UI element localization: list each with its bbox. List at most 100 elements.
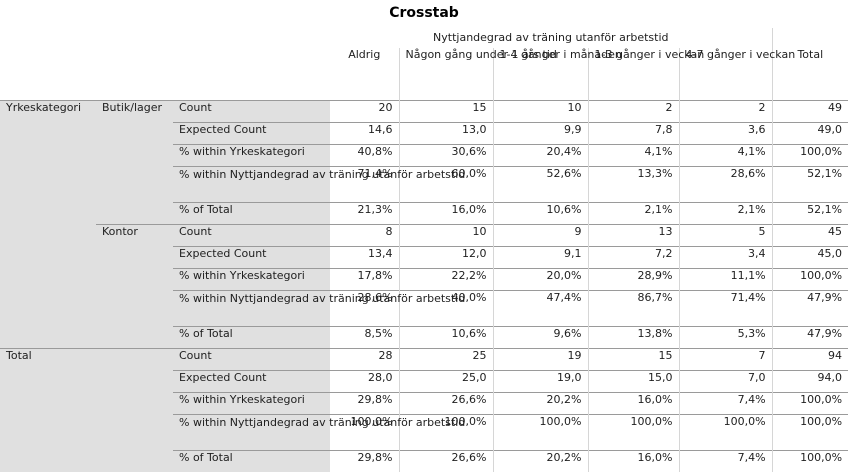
statistic-label: % of Total <box>173 449 330 472</box>
table-cell: 100,0% <box>771 143 848 166</box>
table-cell: 10 <box>492 99 588 122</box>
table-cell: 49,0 <box>771 121 848 144</box>
table-cell: 40,0% <box>398 289 493 326</box>
table-cell: 22,2% <box>398 267 493 290</box>
statistic-label: % within Nyttjandegrad av träning utanfö… <box>173 289 465 326</box>
table-cell: 28,6% <box>678 165 773 202</box>
table-cell: 29,8% <box>330 449 399 472</box>
table-row: Total Count 28 25 19 15 7 94 <box>0 347 848 472</box>
table-cell: 100,0% <box>330 413 399 450</box>
table-row: % within Yrkeskategori 17,8% 22,2% 20,0% 28,… <box>0 267 848 290</box>
table-cell: 8 <box>330 223 399 246</box>
table-cell: 4,1% <box>587 143 679 166</box>
statistic-label: % of Total <box>173 325 330 348</box>
table-row: Expected Count 14,6 13,0 9,9 7,8 3,6 49,0 <box>0 121 848 144</box>
table-cell: 12,0 <box>398 245 493 268</box>
table-cell: 9,1 <box>492 245 588 268</box>
table-cell: 28 <box>330 347 399 370</box>
table-cell: 100,0% <box>678 413 773 450</box>
statistic-label: % of Total <box>173 201 330 224</box>
table-cell: 21,3% <box>330 201 399 224</box>
table-cell: 5,3% <box>678 325 773 348</box>
table-cell: 100,0% <box>771 449 848 472</box>
row-variable-label: Yrkeskategori <box>0 99 96 348</box>
column-header-row: Aldrig Någon gång under 1 års tid 1-4 gå… <box>0 48 848 100</box>
table-row: Expected Count 13,4 12,0 9,1 7,2 3,4 45,0 <box>0 245 848 268</box>
statistic-label: Count <box>173 223 330 246</box>
table-cell: 10,6% <box>492 201 588 224</box>
table-row: % within Nyttjandegrad av träning utanfö… <box>0 165 848 202</box>
table-cell: 25 <box>398 347 493 370</box>
table-row: % within Nyttjandegrad av träning utanfö… <box>0 413 848 450</box>
column-header: 1-4 gånger i månaden <box>492 48 622 100</box>
table-cell: 40,8% <box>330 143 399 166</box>
table-row: Yrkeskategori Butik/lager Count 20 15 10 2 2 49 <box>0 99 848 348</box>
table-cell: 28,6% <box>330 289 399 326</box>
table-row: % within Nyttjandegrad av träning utanfö… <box>0 289 848 326</box>
statistic-label: % within Yrkeskategori <box>173 143 330 166</box>
table-cell: 15,0 <box>587 369 679 392</box>
table-cell: 94,0 <box>771 369 848 392</box>
table-cell: 17,8% <box>330 267 399 290</box>
table-cell: 20,2% <box>492 449 588 472</box>
table-cell: 13,4 <box>330 245 399 268</box>
table-cell: 19 <box>492 347 588 370</box>
table-cell: 2,1% <box>587 201 679 224</box>
table-cell: 9,9 <box>492 121 588 144</box>
table-cell: 7,4% <box>678 449 773 472</box>
table-cell: 71,4% <box>678 289 773 326</box>
table-cell: 71,4% <box>330 165 399 202</box>
table-cell: 7,4% <box>678 391 773 414</box>
table-cell: 100,0% <box>771 413 848 450</box>
statistic-label: Count <box>173 347 330 370</box>
table-cell: 20 <box>330 99 399 122</box>
table-cell: 13 <box>587 223 679 246</box>
table-cell: 60,0% <box>398 165 493 202</box>
table-cell: 15 <box>398 99 493 122</box>
table-cell: 100,0% <box>492 413 588 450</box>
table-cell: 47,9% <box>771 325 848 348</box>
statistic-label: Count <box>173 99 330 122</box>
table-cell: 9 <box>492 223 588 246</box>
table-cell: 30,6% <box>398 143 493 166</box>
table-row: % within Yrkeskategori 29,8% 26,6% 20,2% 16,… <box>0 391 848 414</box>
table-cell: 47,4% <box>492 289 588 326</box>
table-row: % within Yrkeskategori 40,8% 30,6% 20,4% 4,1… <box>0 143 848 166</box>
column-header: Någon gång under 1 års tid <box>398 48 557 100</box>
table-cell: 13,0 <box>398 121 493 144</box>
table-cell: 20,0% <box>492 267 588 290</box>
statistic-label: Expected Count <box>173 245 330 268</box>
column-group-header: Nyttjandegrad av träning utanför arbetst… <box>433 31 669 44</box>
table-cell: 28,0 <box>330 369 399 392</box>
table-cell: 7,0 <box>678 369 773 392</box>
table-cell: 7,2 <box>587 245 679 268</box>
table-cell: 3,6 <box>678 121 773 144</box>
table-row: % of Total 21,3% 16,0% 10,6% 2,1% 2,1% 52,1% <box>0 201 848 224</box>
table-cell: 25,0 <box>398 369 493 392</box>
row-header-total: Total <box>0 347 173 472</box>
table-cell: 9,6% <box>492 325 588 348</box>
table-cell: 4,1% <box>678 143 773 166</box>
table-title: Crosstab <box>389 5 459 21</box>
table-cell: 13,3% <box>587 165 679 202</box>
table-cell: 47,9% <box>771 289 848 326</box>
table-cell: 100,0% <box>771 391 848 414</box>
table-cell: 26,6% <box>398 449 493 472</box>
table-cell: 20,2% <box>492 391 588 414</box>
table-cell: 16,0% <box>587 449 679 472</box>
column-header: 1-3 gånger i veckan <box>587 48 704 100</box>
table-cell: 100,0% <box>771 267 848 290</box>
table-cell: 100,0% <box>398 413 493 450</box>
table-cell: 86,7% <box>587 289 679 326</box>
table-cell: 29,8% <box>330 391 399 414</box>
table-row: % of Total 29,8% 26,6% 20,2% 16,0% 7,4% 100,0% <box>0 449 848 472</box>
crosstab-body: Yrkeskategori Butik/lager Count 20 15 10 2 2 49 E… <box>0 99 848 472</box>
table-cell: 2 <box>587 99 679 122</box>
column-header: Aldrig <box>348 48 381 61</box>
column-header: Total <box>771 48 848 100</box>
statistic-label: % within Yrkeskategori <box>173 391 330 414</box>
statistic-label: % within Nyttjandegrad av träning utanfö… <box>173 413 465 450</box>
table-cell: 49 <box>771 99 848 122</box>
table-cell: 5 <box>678 223 773 246</box>
table-cell: 15 <box>587 347 679 370</box>
